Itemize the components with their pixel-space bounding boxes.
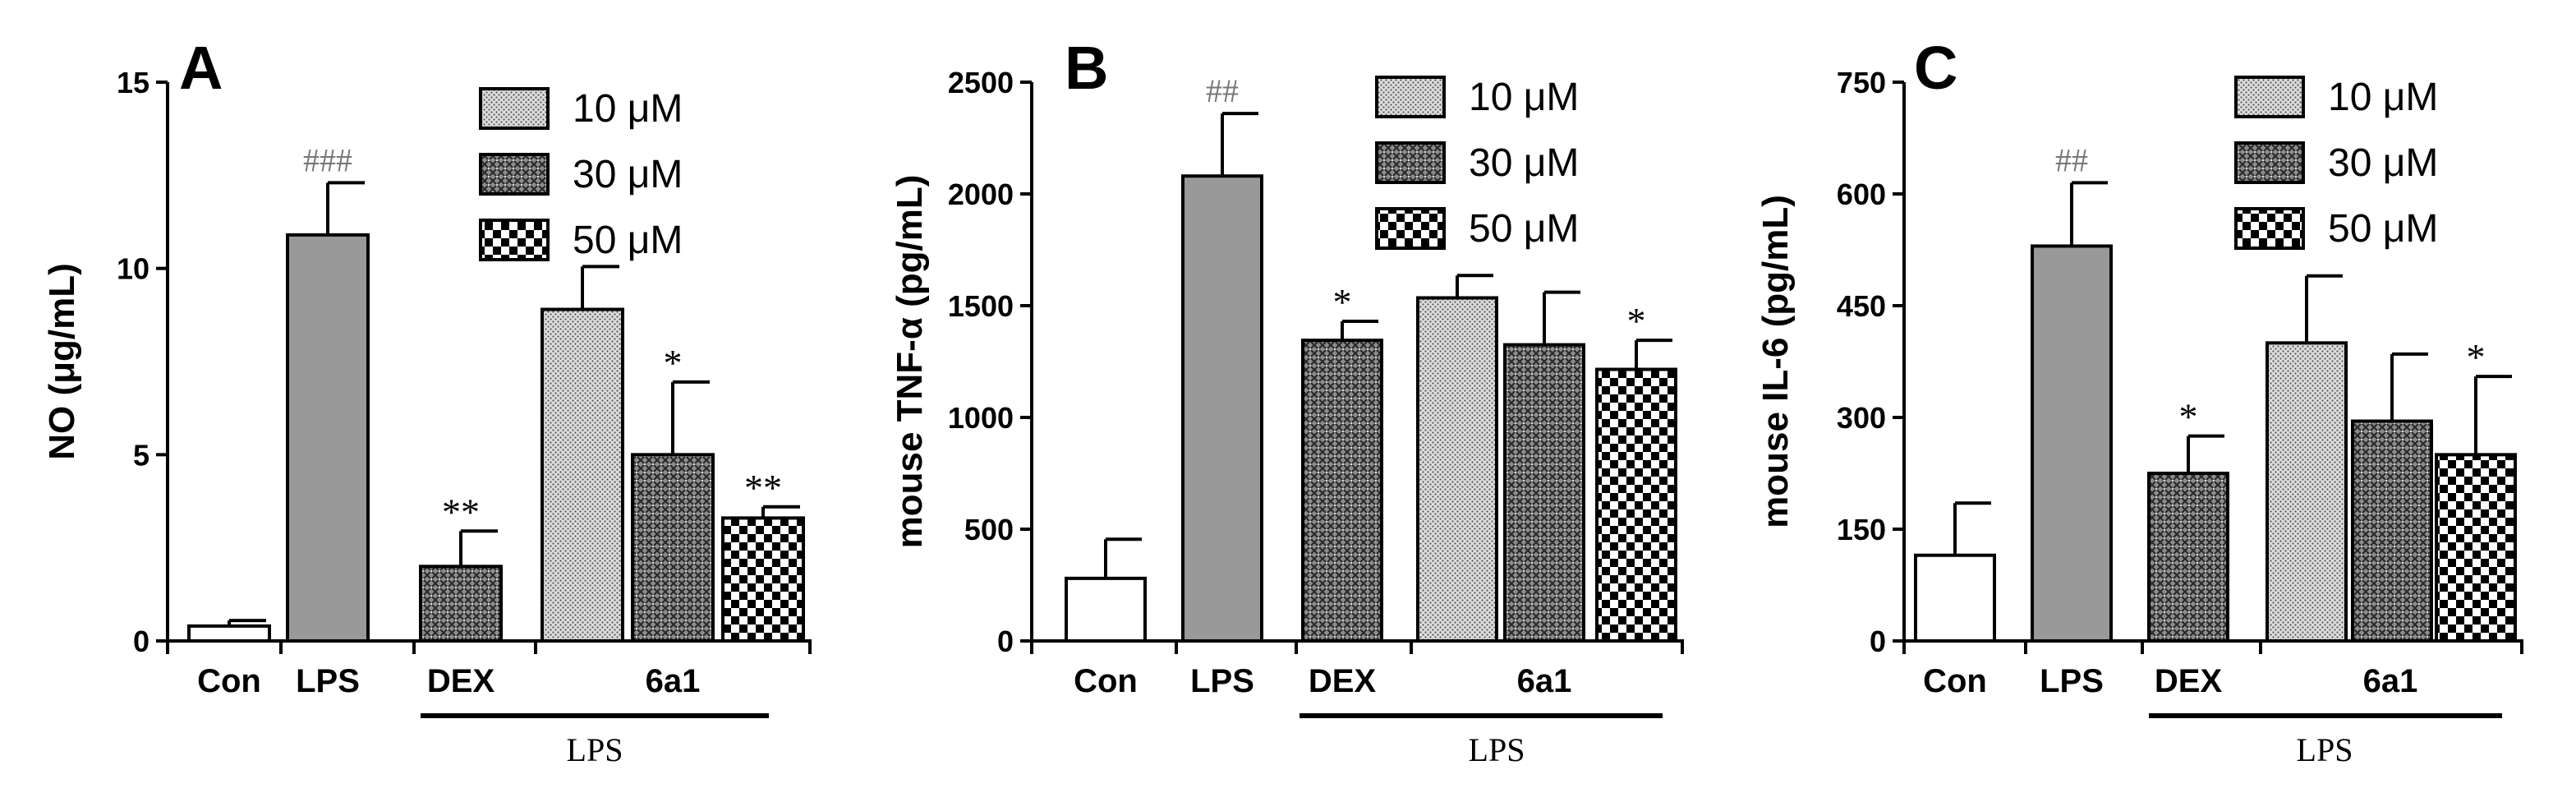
group-label: LPS bbox=[2297, 731, 2353, 768]
y-axis-label: NO (μg/mL) bbox=[42, 263, 82, 460]
x-tick-label: Con bbox=[197, 663, 261, 699]
legend-label: 10 μM bbox=[1469, 76, 1579, 119]
y-tick-label: 1000 bbox=[948, 401, 1014, 435]
x-tick-label: Con bbox=[1923, 663, 1987, 699]
panel-label: C bbox=[1914, 34, 1957, 102]
bar bbox=[2435, 453, 2517, 643]
legend-swatch bbox=[479, 219, 550, 261]
bar bbox=[2351, 419, 2433, 643]
significance-label: ** bbox=[442, 491, 480, 532]
y-tick-label: 300 bbox=[1837, 401, 1886, 435]
legend: 10 μM 30 μM 50 μM bbox=[479, 87, 683, 262]
x-tick-label: DEX bbox=[1309, 663, 1377, 699]
legend-swatch bbox=[2234, 141, 2305, 184]
significance-label: ** bbox=[744, 467, 782, 509]
legend: 10 μM 30 μM 50 μM bbox=[2234, 76, 2438, 251]
x-tick-label: 6a1 bbox=[646, 663, 701, 699]
x-tick-label: 6a1 bbox=[2363, 663, 2418, 699]
legend-label: 50 μM bbox=[573, 219, 683, 262]
bar bbox=[1181, 174, 1263, 643]
y-tick-label: 450 bbox=[1837, 289, 1886, 323]
legend-label: 10 μM bbox=[573, 87, 683, 131]
legend-swatch bbox=[479, 87, 550, 130]
legend-label: 30 μM bbox=[1469, 141, 1579, 185]
legend: 10 μM 30 μM 50 μM bbox=[1375, 76, 1579, 251]
group-label: LPS bbox=[567, 731, 623, 768]
bar bbox=[2031, 244, 2113, 643]
y-tick-label: 0 bbox=[1870, 625, 1886, 658]
legend-label: 30 μM bbox=[2328, 141, 2438, 185]
chart-panel-c: 0 150 300 450 600 750 mouse IL-6 (pg/mL) C ## * * C… bbox=[1755, 34, 2523, 768]
bar bbox=[1301, 339, 1383, 643]
legend-label: 50 μM bbox=[1469, 207, 1579, 251]
bar bbox=[419, 565, 503, 643]
y-tick-label: 150 bbox=[1837, 513, 1886, 546]
significance-label: ## bbox=[1206, 72, 1239, 109]
legend-label: 30 μM bbox=[573, 153, 683, 196]
legend-swatch bbox=[1375, 76, 1446, 118]
bar bbox=[1503, 343, 1585, 643]
legend-swatch bbox=[479, 153, 550, 196]
bar bbox=[2147, 472, 2229, 643]
x-tick-label: 6a1 bbox=[1517, 663, 1572, 699]
x-tick-label: LPS bbox=[2040, 663, 2104, 699]
y-tick-label: 0 bbox=[133, 625, 150, 658]
panel-label: A bbox=[179, 34, 223, 102]
significance-label: ### bbox=[303, 141, 352, 178]
x-tick-label: DEX bbox=[2155, 663, 2223, 699]
x-tick-label: DEX bbox=[427, 663, 495, 699]
y-tick-label: 15 bbox=[117, 66, 150, 99]
y-tick-label: 5 bbox=[133, 438, 150, 472]
y-axis-label: mouse IL-6 (pg/mL) bbox=[1755, 195, 1796, 528]
y-tick-label: 750 bbox=[1837, 66, 1886, 99]
bar bbox=[1416, 296, 1498, 643]
significance-label: * bbox=[1627, 300, 1646, 342]
legend-label: 50 μM bbox=[2328, 207, 2438, 251]
significance-label: * bbox=[2467, 336, 2486, 378]
bar bbox=[1595, 367, 1677, 643]
y-tick-label: 10 bbox=[117, 252, 150, 286]
bar bbox=[1065, 576, 1147, 643]
bar bbox=[721, 516, 805, 643]
significance-label: * bbox=[1333, 281, 1352, 323]
significance-label: * bbox=[2179, 396, 2198, 438]
y-tick-label: 600 bbox=[1837, 177, 1886, 211]
y-tick-label: 2500 bbox=[948, 66, 1014, 99]
group-label: LPS bbox=[1469, 731, 1525, 768]
y-tick-label: 1500 bbox=[948, 289, 1014, 323]
bar bbox=[2266, 341, 2348, 643]
legend-swatch bbox=[2234, 207, 2305, 250]
panel-label: B bbox=[1065, 34, 1108, 102]
legend-swatch bbox=[2234, 76, 2305, 118]
x-tick-label: LPS bbox=[296, 663, 360, 699]
x-tick-label: Con bbox=[1074, 663, 1138, 699]
bar bbox=[286, 233, 370, 643]
y-tick-label: 0 bbox=[997, 625, 1014, 658]
y-axis-label: mouse TNF-α (pg/mL) bbox=[890, 175, 930, 549]
legend-label: 10 μM bbox=[2328, 76, 2438, 119]
bar bbox=[187, 624, 271, 643]
significance-label: * bbox=[664, 342, 683, 384]
chart-panel-b: 0 500 1000 1500 2000 2500 mouse TNF-α (pg/mL) B… bbox=[890, 34, 1684, 768]
y-tick-label: 500 bbox=[964, 513, 1014, 546]
significance-label: ## bbox=[2055, 141, 2088, 178]
x-tick-label: LPS bbox=[1190, 663, 1254, 699]
bar bbox=[631, 453, 715, 643]
y-tick-label: 2000 bbox=[948, 177, 1014, 211]
bar bbox=[540, 307, 624, 643]
legend-swatch bbox=[1375, 141, 1446, 184]
bar bbox=[1914, 553, 1996, 643]
legend-swatch bbox=[1375, 207, 1446, 250]
